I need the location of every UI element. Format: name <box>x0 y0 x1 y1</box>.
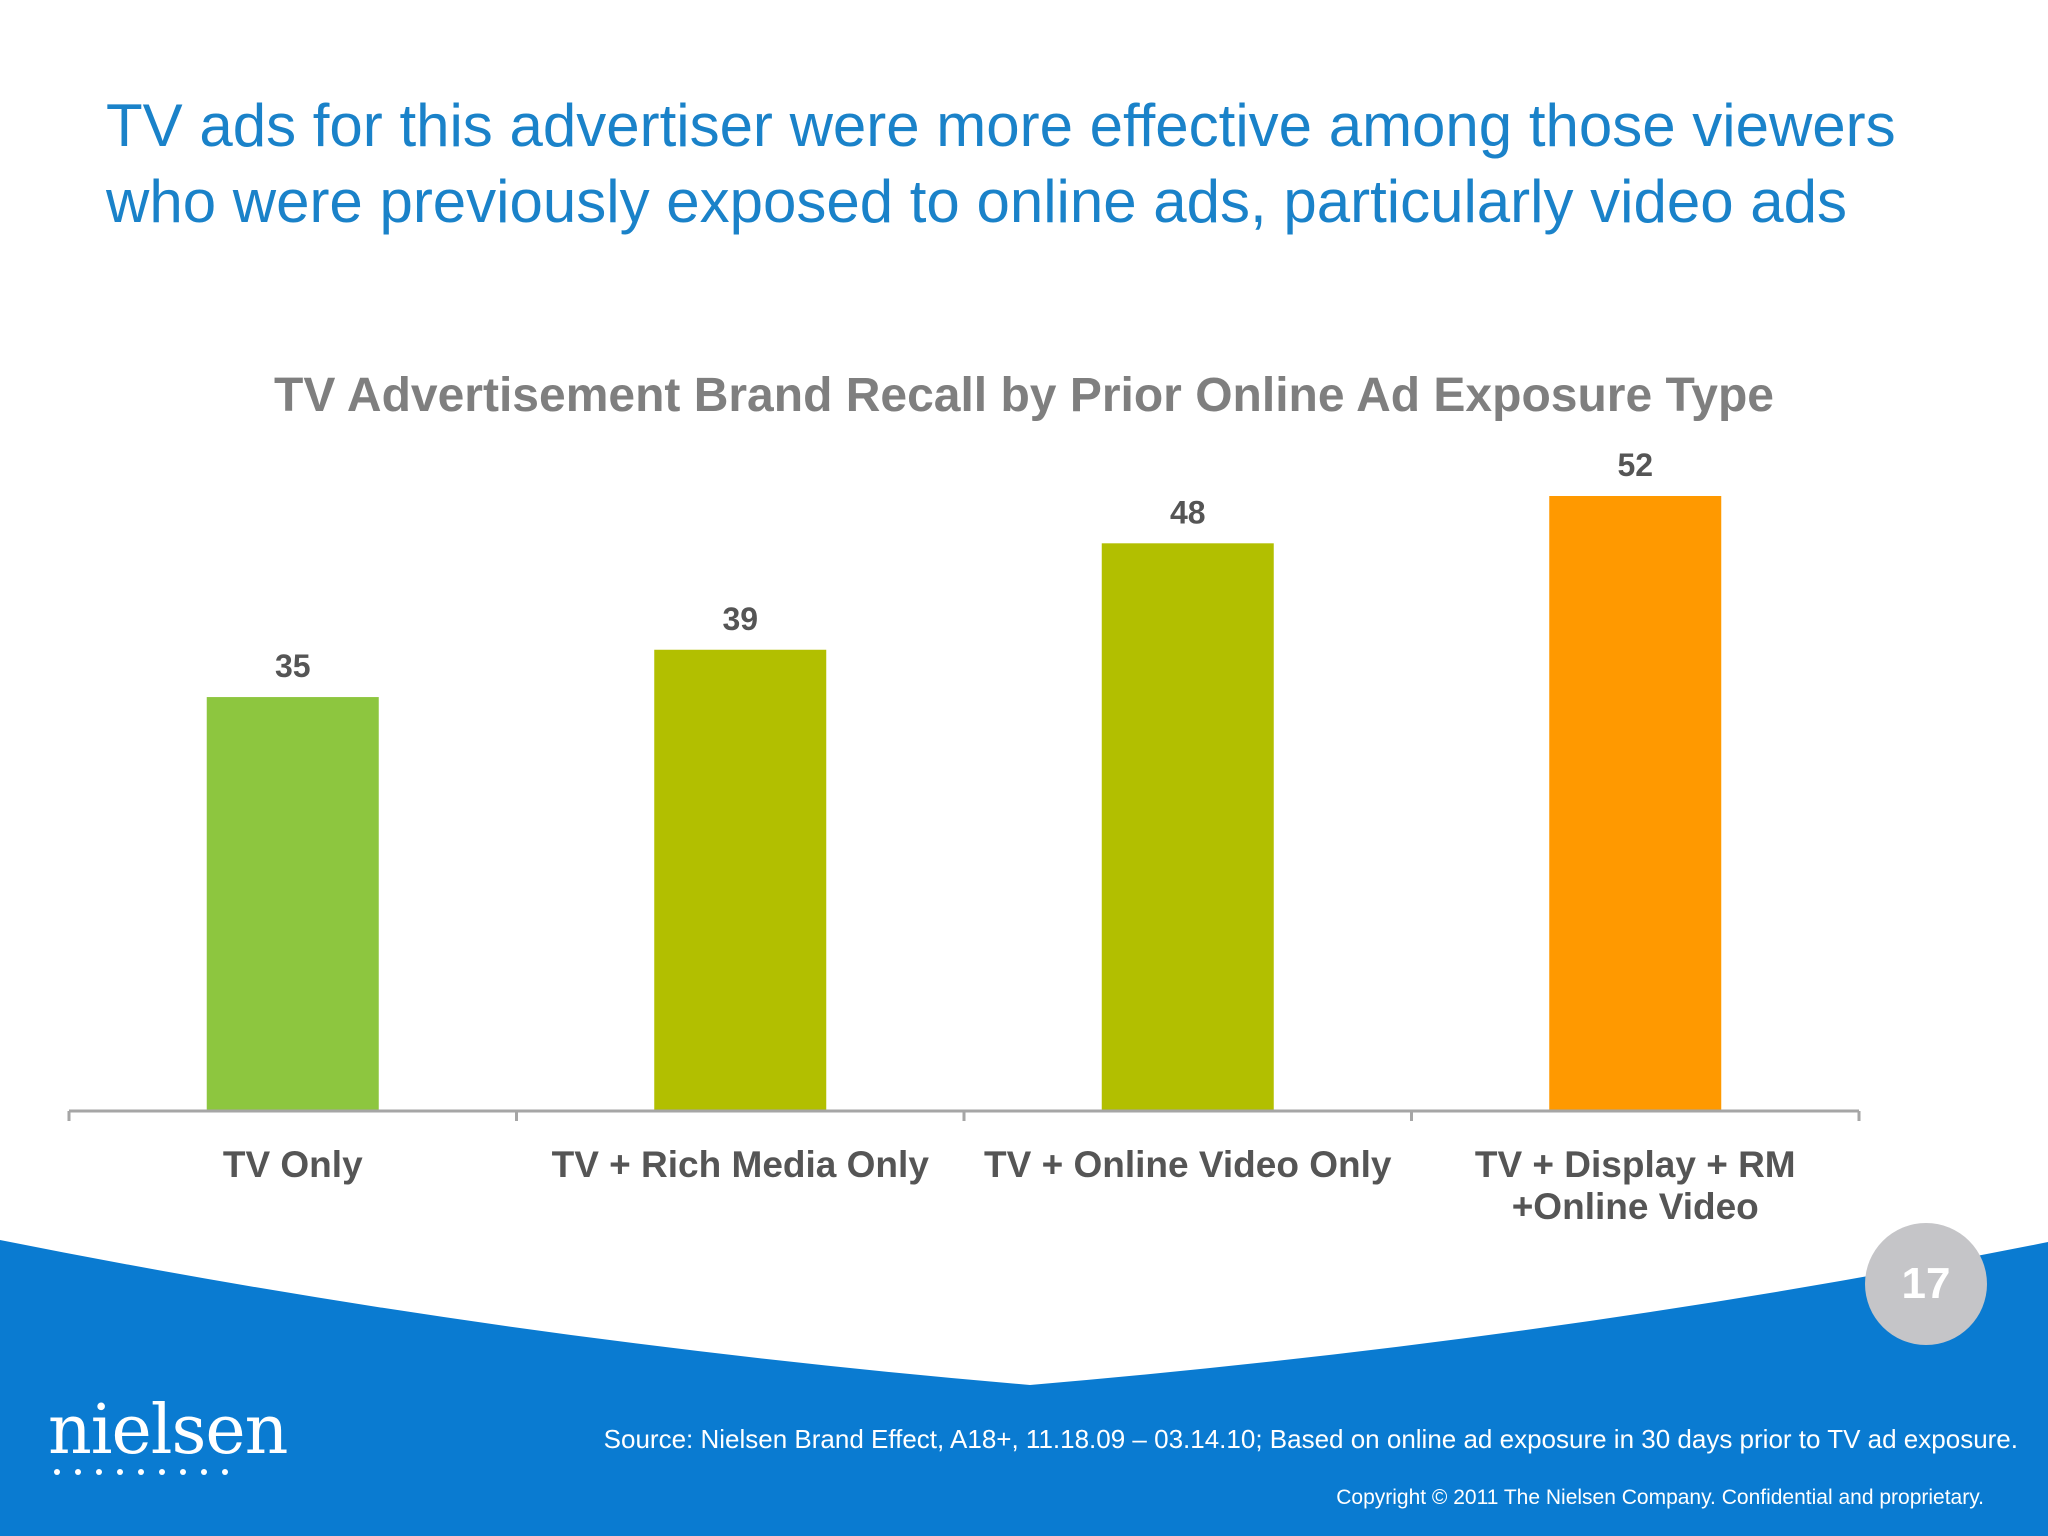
nielsen-logo: nielsen <box>48 1391 288 1475</box>
bar-1 <box>206 697 379 1111</box>
copyright-note: Copyright © 2011 The Nielsen Company. Co… <box>1336 1486 1984 1509</box>
bar-3 <box>1101 543 1274 1111</box>
logo-dots <box>54 1469 287 1475</box>
data-label-2: 39 <box>722 601 758 637</box>
x-tick-label-3: TV + Online Video Only <box>984 1144 1392 1185</box>
x-tick-label-2: TV + Rich Media Only <box>552 1144 930 1185</box>
logo-wordmark: nielsen <box>48 1391 288 1470</box>
slide-title: TV ads for this advertiser were more eff… <box>106 88 2006 240</box>
x-tick-label-1: TV Only <box>223 1144 363 1185</box>
bar-4 <box>1549 496 1722 1111</box>
chart-title: TV Advertisement Brand Recall by Prior O… <box>274 369 1774 422</box>
slide-title-line-2: who were previously exposed to online ad… <box>106 168 1847 235</box>
data-label-3: 48 <box>1170 494 1206 530</box>
page-number-badge: 17 <box>1865 1223 1987 1345</box>
x-tick-label-4-line-1: TV + Display + RM <box>1475 1144 1796 1185</box>
footer-wave <box>0 1240 2048 1536</box>
x-tick-label-4-line-2: +Online Video <box>1512 1186 1759 1227</box>
data-label-4: 52 <box>1617 447 1653 483</box>
slide-title-line-1: TV ads for this advertiser were more eff… <box>106 92 1896 159</box>
source-note: Source: Nielsen Brand Effect, A18+, 11.1… <box>603 1424 2018 1454</box>
data-label-1: 35 <box>275 648 311 684</box>
bar-2 <box>654 649 827 1111</box>
